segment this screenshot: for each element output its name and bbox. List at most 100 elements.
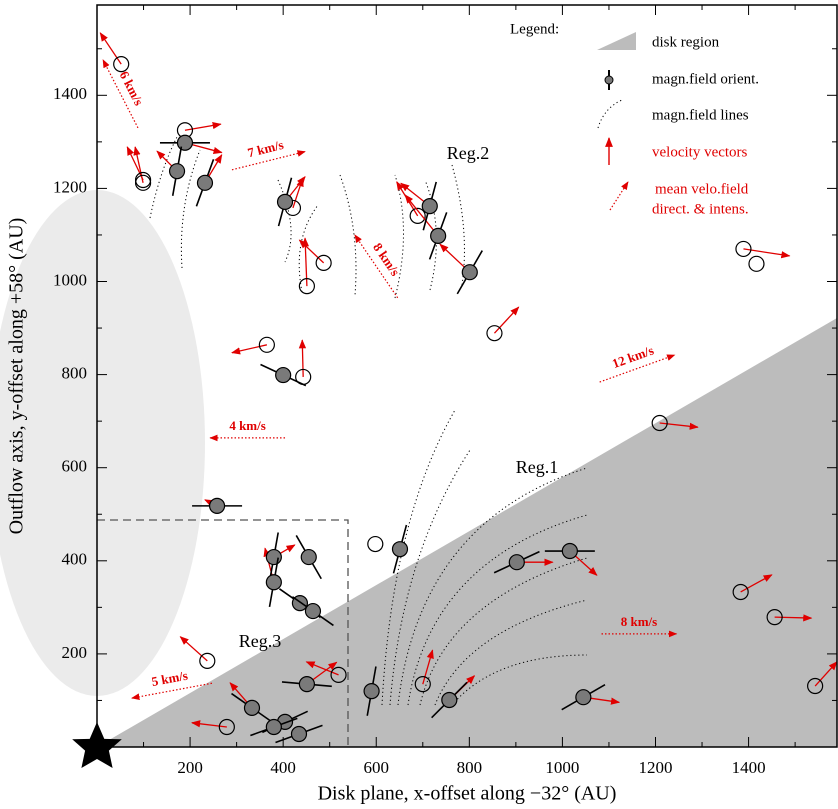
- region-label: Reg.3: [239, 631, 282, 651]
- background-shapes: [0, 190, 837, 747]
- velocity-vector: [396, 181, 419, 217]
- legend-swatch: [609, 181, 629, 211]
- maser-spot-filled: [275, 366, 292, 384]
- maser-spot-open: [258, 336, 275, 353]
- maser-spot-open: [651, 414, 668, 432]
- region-label: Reg.1: [516, 457, 559, 477]
- maser-spot-open: [748, 255, 765, 272]
- maser-spot-open: [113, 56, 130, 73]
- legend-label: magn.field lines: [652, 107, 749, 123]
- maser-spot-filled: [363, 683, 380, 700]
- mean-velocity-label: 8 km/s: [370, 240, 403, 279]
- velocity-vector: [774, 614, 813, 622]
- velocity-vector: [404, 194, 439, 237]
- velocity-vector: [179, 636, 208, 662]
- velocity-vector: [133, 146, 144, 183]
- maser-spot-open: [330, 666, 347, 683]
- region-label: Reg.2: [447, 143, 490, 163]
- velocity-vector: [298, 339, 307, 377]
- x-tick-label: 1000: [545, 758, 579, 777]
- mean-velocity-label: 7 km/s: [246, 137, 285, 160]
- maser-spot-open: [486, 325, 503, 342]
- maser-spot-filled: [168, 163, 186, 180]
- mean-velocity-label: 12 km/s: [610, 342, 656, 371]
- maser-spot-open: [298, 278, 315, 295]
- legend-swatch: [597, 99, 623, 129]
- maser-spot-open: [735, 240, 752, 258]
- x-tick-label: 200: [177, 758, 203, 777]
- velocity-vector: [231, 344, 268, 355]
- velocity-vector: [422, 649, 434, 685]
- legend-title: Legend:: [510, 21, 559, 37]
- zoom-box: [97, 519, 349, 747]
- maser-spot-open: [766, 609, 783, 626]
- maser-spot-filled: [508, 554, 525, 571]
- legend-swatch: [597, 32, 636, 50]
- maser-spot-open: [218, 718, 235, 736]
- maser-spot-open: [134, 174, 152, 191]
- mean-velocity-label: 4 km/s: [229, 418, 265, 433]
- marks: 6 km/s 7 km/s 8 km/s 12 km/s 4 km/s 5 km/s 8 k…: [99, 32, 838, 744]
- maser-spot-open: [732, 583, 749, 601]
- maser-spot-filled: [575, 689, 592, 706]
- maser-spot-filled: [304, 602, 322, 620]
- mean-velocity-label: 6 km/s: [117, 69, 147, 108]
- maser-spot-filled: [441, 691, 458, 709]
- maser-spot-filled: [391, 541, 409, 558]
- y-tick-label: 1200: [53, 177, 87, 196]
- velocity-vector: [298, 239, 325, 264]
- maser-spot-open: [315, 254, 332, 271]
- outflow-cavity: [0, 190, 205, 696]
- legend-swatch: [604, 75, 614, 85]
- maser-spot-filled: [300, 548, 317, 566]
- legend-label: direct. & intens.: [652, 201, 749, 217]
- maser-spot-open: [409, 207, 426, 224]
- maser-spot-filled: [243, 699, 261, 716]
- velocity-vector: [493, 306, 520, 334]
- maser-spot-filled: [430, 227, 447, 244]
- maser-spot-open: [199, 652, 216, 669]
- maser-spot-filled: [561, 542, 578, 560]
- velocity-vector: [99, 32, 122, 65]
- maser-spot-filled: [196, 174, 214, 191]
- y-tick-label: 1400: [53, 84, 87, 103]
- maser-spot-filled: [265, 548, 282, 566]
- plot-frame: [96, 4, 838, 748]
- velocity-vector: [814, 661, 838, 687]
- maser-spot-filled: [298, 676, 315, 693]
- mean-velocity-vector: [599, 354, 676, 383]
- x-tick-label: 1200: [638, 758, 672, 777]
- legend-label: velocity vectors: [652, 144, 748, 160]
- maser-spot-filled: [265, 574, 282, 591]
- velocity-vector: [126, 146, 144, 181]
- mean-velocity-vector: [102, 59, 139, 129]
- y-tick-label: 600: [62, 457, 88, 476]
- maser-spot-filled: [208, 497, 226, 514]
- velocity-vector: [184, 121, 222, 131]
- maser-spot-filled: [290, 725, 308, 743]
- x-tick-label: 600: [363, 758, 389, 777]
- x-tick-label: 400: [270, 758, 296, 777]
- maser-spot-open: [807, 677, 824, 695]
- mean-velocity-label: 5 km/s: [150, 668, 189, 689]
- x-axis-label: Disk plane, x-offset along −32° (AU): [318, 783, 617, 805]
- y-tick-label: 400: [62, 550, 88, 569]
- velocity-vector: [659, 422, 699, 430]
- maser-spot-filled: [265, 718, 282, 736]
- maser-spot-filled: [421, 197, 438, 215]
- maser-spot-open: [414, 676, 431, 693]
- mean-velocity-label: 8 km/s: [621, 614, 657, 629]
- mean-velocity-vector: [131, 682, 213, 701]
- y-tick-label: 200: [62, 643, 88, 662]
- y-tick-label: 1000: [53, 270, 87, 289]
- legend-label: magn.field orient.: [652, 71, 759, 87]
- mean-velocity-vector: [354, 234, 399, 299]
- velocity-vector: [191, 720, 227, 728]
- maser-spot-filled: [176, 134, 194, 151]
- velocity-vector: [292, 177, 304, 209]
- legend: Legend: disk region magn.field orient. m…: [510, 21, 759, 217]
- velocity-vector: [305, 661, 339, 676]
- maser-spot-filled: [461, 264, 478, 281]
- velocity-vector: [740, 574, 773, 593]
